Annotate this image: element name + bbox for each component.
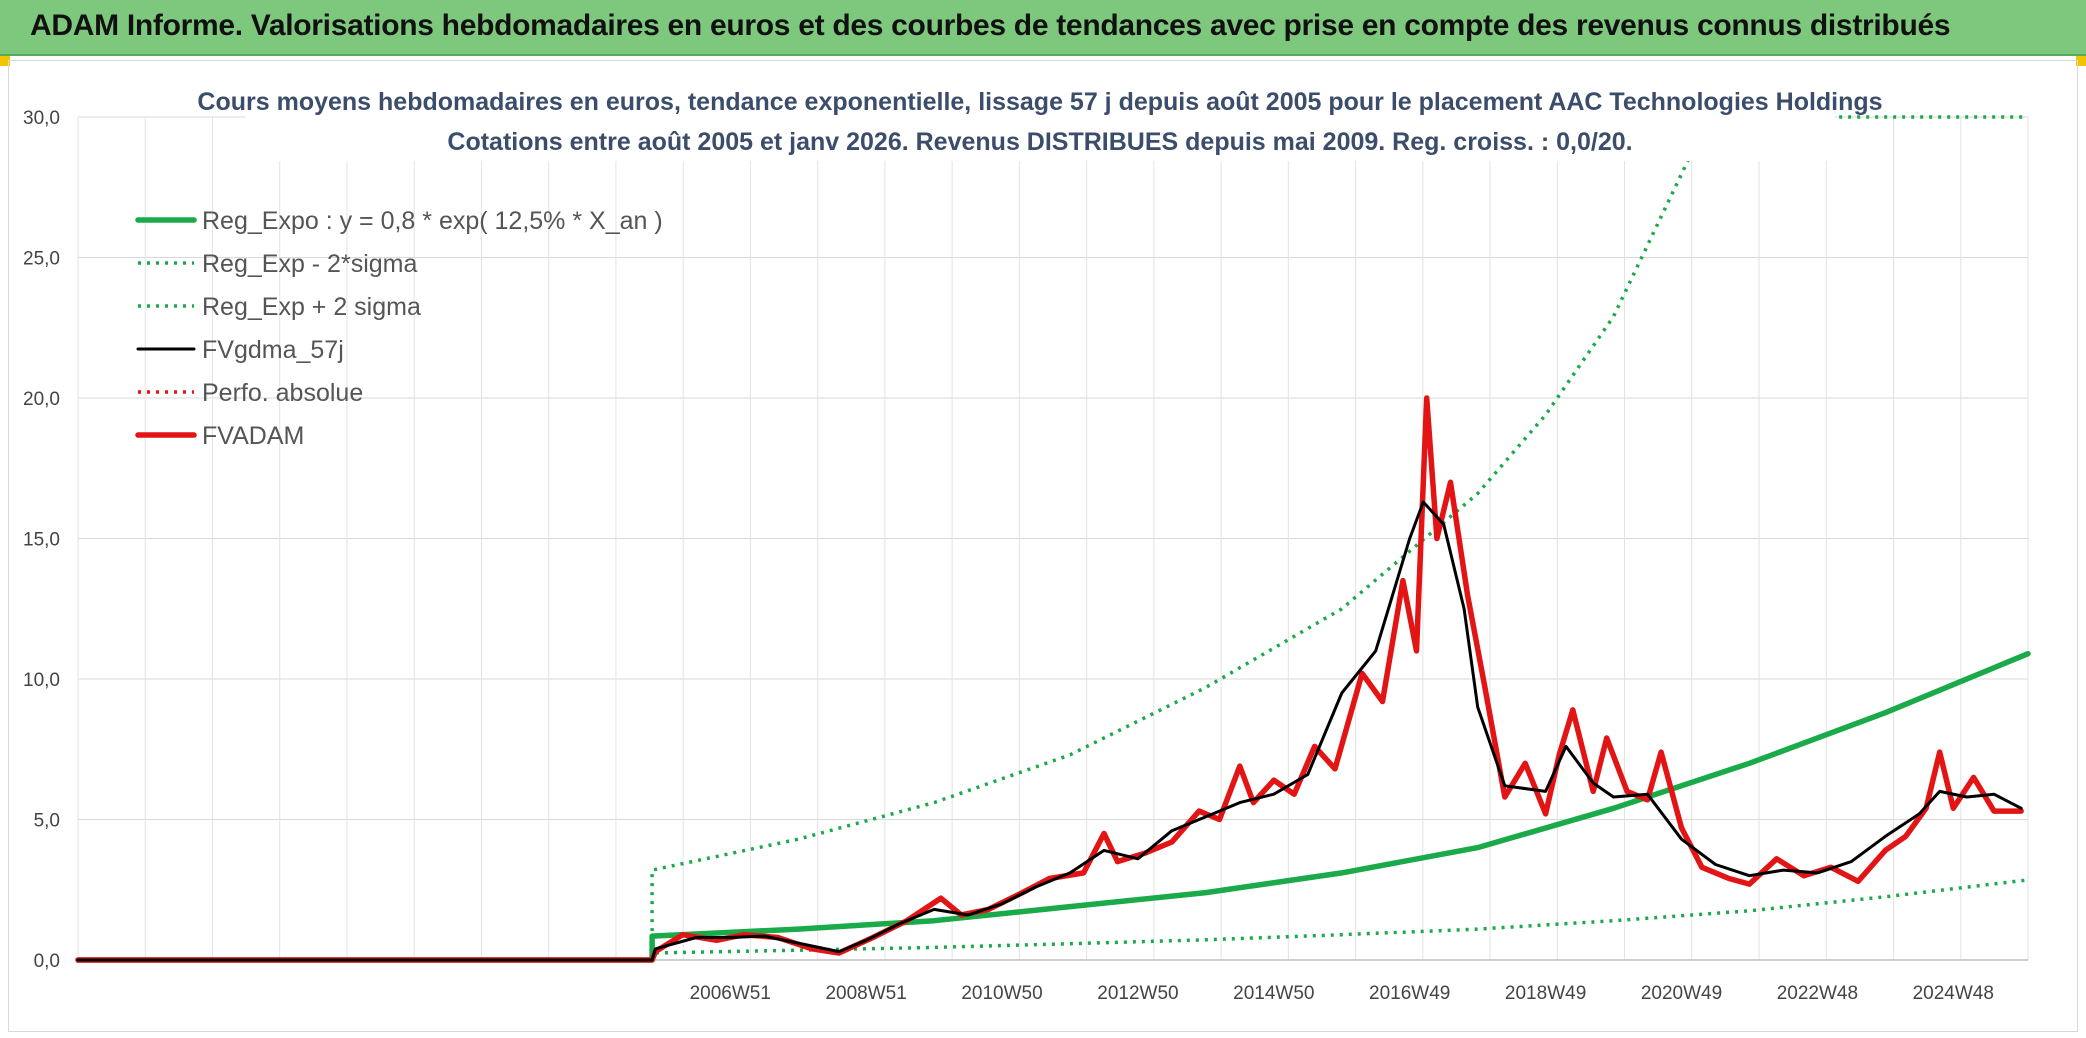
chart-title: Cours moyens hebdomadaires en euros, ten…: [197, 88, 1882, 116]
x-tick-label: 2022W48: [1777, 983, 1858, 1004]
y-tick-label: 10,0: [23, 670, 60, 691]
legend-label-5: FVADAM: [202, 422, 304, 450]
x-tick-label: 2006W51: [690, 983, 771, 1004]
corner-mark-right: [2076, 56, 2086, 66]
report-title: ADAM Informe. Valorisations hebdomadaire…: [30, 9, 1951, 42]
report-banner: ADAM Informe. Valorisations hebdomadaire…: [0, 0, 2086, 56]
corner-mark-left: [0, 56, 10, 66]
x-tick-label: 2012W50: [1097, 983, 1178, 1004]
x-tick-label: 2010W50: [961, 983, 1042, 1004]
y-tick-label: 15,0: [23, 530, 60, 551]
x-tick-label: 2024W48: [1913, 983, 1994, 1004]
legend-label-3: FVgdma_57j: [202, 336, 344, 364]
legend-label-4: Perfo. absolue: [202, 379, 363, 407]
legend-label-1: Reg_Exp - 2*sigma: [202, 250, 417, 278]
series-line-5: [75, 395, 2024, 963]
x-tick-label: 2016W49: [1369, 983, 1450, 1004]
series-line-0: [75, 650, 2031, 963]
x-tick-label: 2018W49: [1505, 983, 1586, 1004]
legend-label-2: Reg_Exp + 2 sigma: [202, 293, 421, 321]
series-line-2: [78, 115, 2028, 962]
chart-subtitle: Cotations entre août 2005 et janv 2026. …: [447, 128, 1632, 156]
x-tick-label: 2020W49: [1641, 983, 1722, 1004]
chart-frame: [8, 60, 2078, 1032]
y-tick-label: 20,0: [23, 389, 60, 410]
y-tick-label: 0,0: [34, 951, 60, 972]
series-line-3: [76, 500, 2023, 962]
y-tick-label: 30,0: [23, 108, 60, 129]
series-line-1: [78, 878, 2029, 962]
x-tick-label: 2008W51: [825, 983, 906, 1004]
x-tick-label: 2014W50: [1233, 983, 1314, 1004]
legend-label-0: Reg_Expo : y = 0,8 * exp( 12,5% * X_an ): [202, 207, 663, 235]
y-tick-label: 5,0: [34, 811, 60, 832]
title-backing: [245, 81, 1835, 161]
y-tick-label: 25,0: [23, 249, 60, 270]
